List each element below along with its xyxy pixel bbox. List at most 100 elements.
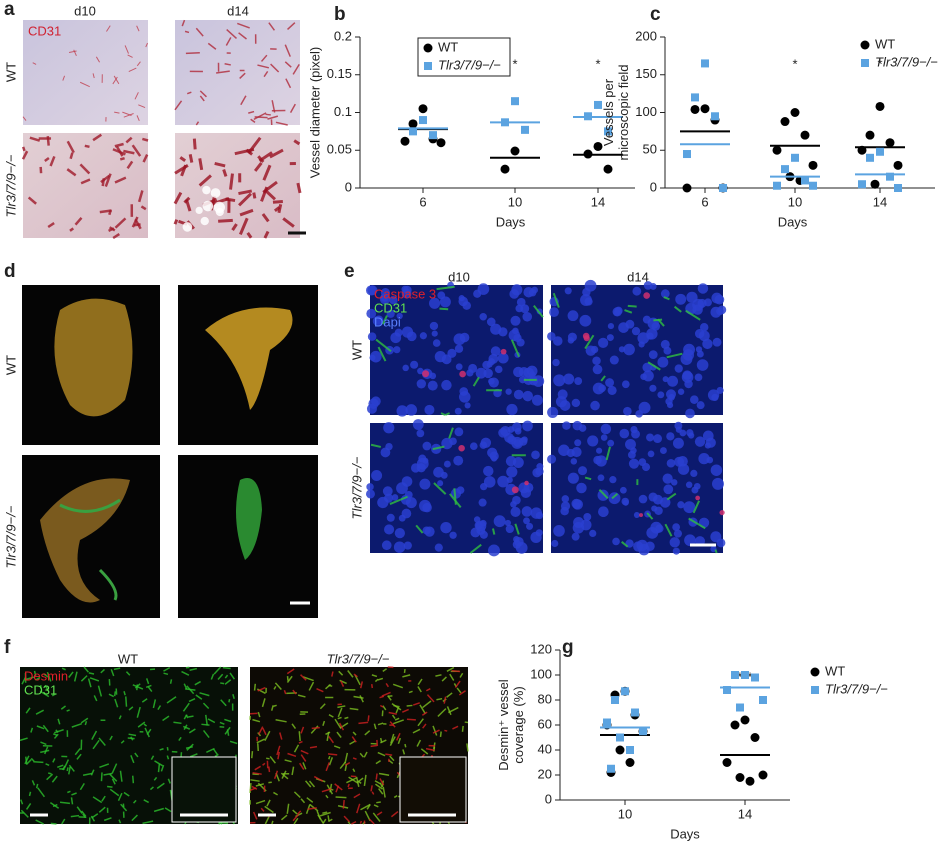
texture-stroke [628, 306, 637, 307]
y-tick-label: 0 [545, 791, 552, 806]
texture-dot [578, 466, 587, 475]
texture-dot [437, 291, 445, 299]
texture-dot [663, 376, 669, 382]
texture-dot [657, 357, 668, 368]
texture-dot [383, 422, 394, 433]
texture-dot [632, 287, 641, 296]
texture-dot [417, 429, 425, 437]
annotation: * [512, 56, 517, 71]
column-label: d14 [627, 269, 649, 284]
texture-dot [522, 421, 533, 432]
y-tick-label: 120 [530, 641, 552, 656]
texture-dot [567, 449, 575, 457]
legend-label: Tlr3/7/9−/− [438, 57, 501, 72]
data-point [866, 131, 875, 140]
texture-dot [514, 390, 524, 400]
texture-dot [634, 512, 640, 518]
texture-dot [580, 294, 592, 306]
texture-dot [526, 523, 533, 530]
x-axis-label: Days [670, 826, 700, 841]
texture-dot [649, 350, 658, 359]
texture-stroke [188, 716, 193, 717]
texture-stroke [273, 705, 276, 706]
texture-dot [536, 512, 543, 519]
texture-dot [700, 323, 708, 331]
texture-dot [607, 334, 614, 341]
data-point [691, 105, 700, 114]
texture-dot [371, 470, 382, 481]
y-tick-label: 150 [635, 66, 657, 81]
texture-dot [573, 499, 583, 509]
texture-dot [697, 401, 705, 409]
texture-dot [598, 474, 605, 481]
texture-dot [488, 378, 495, 385]
texture-dot [512, 328, 519, 335]
row-label: WT [3, 62, 18, 82]
y-tick-label: 40 [538, 741, 552, 756]
texture-stroke [159, 764, 160, 772]
y-tick-label: 0 [650, 179, 657, 194]
stain-label: Desmin [24, 668, 68, 683]
data-point [894, 161, 903, 170]
legend-label: WT [825, 663, 845, 678]
texture-stroke [194, 139, 195, 150]
texture-dot [585, 280, 597, 292]
texture-stroke [404, 669, 405, 673]
texture-dot [406, 497, 417, 508]
texture-dot [685, 409, 695, 419]
texture-dot [444, 461, 451, 468]
texture-stroke [351, 776, 356, 777]
texture-dot [201, 217, 209, 225]
texture-dot [574, 377, 582, 385]
texture-stroke [33, 762, 43, 763]
texture-dot [488, 544, 500, 556]
texture-stroke [715, 550, 716, 553]
texture-dot [618, 322, 629, 333]
texture-dot [690, 395, 699, 404]
texture-dot [432, 331, 438, 337]
texture-stroke [405, 744, 406, 747]
texture-stroke [376, 802, 381, 803]
texture-dot [547, 455, 556, 464]
texture-dot [479, 313, 486, 320]
texture-dot [547, 332, 556, 341]
texture-stroke [175, 220, 177, 225]
texture-dot [674, 422, 682, 430]
data-point [809, 182, 817, 190]
texture-dot [382, 540, 392, 550]
stain-label: CD31 [24, 682, 57, 697]
texture-stroke [115, 691, 116, 696]
texture-dot [402, 327, 413, 338]
texture-dot [522, 312, 532, 322]
texture-stroke [358, 722, 368, 723]
texture-stroke [298, 183, 300, 193]
texture-dot [513, 367, 523, 377]
texture-dot [440, 522, 451, 533]
texture-dot [589, 530, 596, 537]
data-point [871, 180, 880, 189]
texture-stroke [372, 684, 373, 688]
texture-dot [695, 374, 703, 382]
texture-dot [638, 458, 646, 466]
texture-dot [394, 542, 405, 553]
data-point [731, 721, 740, 730]
texture-dot [449, 532, 456, 539]
texture-dot [593, 383, 605, 395]
texture-stroke [231, 174, 233, 190]
texture-dot [663, 347, 671, 355]
data-point [773, 146, 782, 155]
texture-stroke [109, 210, 111, 215]
data-point [773, 182, 781, 190]
texture-stroke [218, 220, 233, 221]
texture-stroke [328, 754, 337, 755]
data-point [616, 746, 625, 755]
texture-stroke [171, 679, 172, 683]
texture-dot [479, 499, 487, 507]
texture-dot [646, 527, 658, 539]
texture-stroke [226, 199, 235, 201]
texture-dot [509, 289, 519, 299]
texture-stroke [190, 154, 192, 162]
x-tick-label: 10 [788, 194, 802, 209]
texture-stroke [273, 202, 283, 203]
